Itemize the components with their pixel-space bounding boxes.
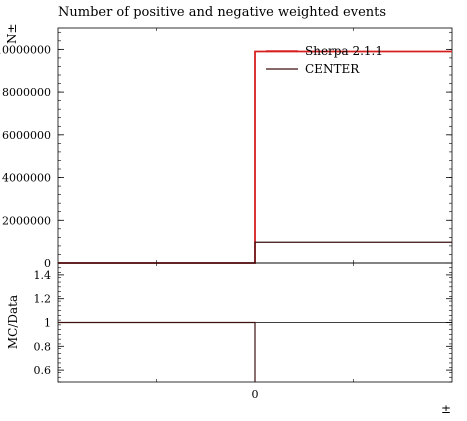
legend: Sherpa 2.1.1 CENTER [266, 44, 383, 76]
chart-title: Number of positive and negative weighted… [58, 5, 386, 20]
y-tick-label: 4000000 [2, 172, 51, 185]
y-tick-label: 10000000 [0, 43, 51, 56]
ratio-y-axis-label: MC/Data [6, 295, 20, 349]
series-center-line [58, 241, 452, 264]
y-tick-label: 1.4 [34, 269, 52, 282]
y-tick-label: 8000000 [2, 86, 51, 99]
x-tick-label: 0 [252, 388, 259, 401]
y-tick-label: 0 [44, 257, 51, 270]
x-axis-label: ± [441, 402, 451, 416]
ratio-panel: 0.6 0.8 1 1.2 1.4 0 [34, 262, 453, 401]
series-sherpa-2-1-1-line [58, 50, 452, 264]
y-tick-label: 0.6 [34, 364, 52, 377]
y-tick-label: 2000000 [2, 214, 51, 227]
y-tick-label: 1 [44, 317, 51, 330]
legend-label-center: CENTER [305, 62, 360, 76]
main-panel: 0 2000000 4000000 6000000 8000000 10000000 [0, 27, 453, 270]
legend-label-sherpa: Sherpa 2.1.1 [305, 44, 383, 58]
y-tick-label: 1.2 [34, 293, 52, 306]
y-axis-label: N± [5, 23, 19, 44]
y-tick-label: 6000000 [2, 129, 51, 142]
series-center-line [58, 321, 256, 382]
y-tick-label: 0.8 [34, 340, 52, 353]
